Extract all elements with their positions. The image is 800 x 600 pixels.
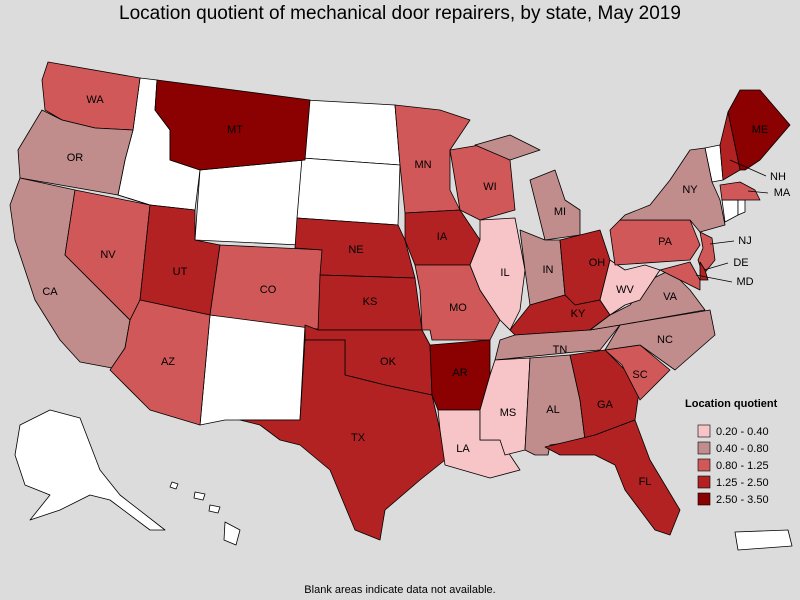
state-hi [193, 491, 206, 501]
state [239, 339, 446, 541]
state [394, 104, 471, 214]
legend-swatch [697, 441, 711, 455]
state-label: IL [500, 267, 509, 279]
state-label: TX [351, 432, 366, 444]
state-label: WV [616, 284, 634, 296]
state-label: MT [227, 124, 243, 136]
state-label: KY [571, 308, 586, 320]
state [494, 324, 621, 361]
state-label: IN [543, 264, 554, 276]
state-labels: WA OR CA NV MT UT AZ CO NE KS OK TX MN IA MO AR LA WI IL MI… [42, 94, 791, 488]
state-label: NC [657, 334, 673, 346]
leader-lines [695, 159, 769, 283]
legend-label: 0.80 - 1.25 [716, 460, 769, 472]
leader-line [729, 159, 767, 177]
state-nd [301, 99, 401, 166]
legend: 0.20 - 0.40 0.40 - 0.80 0.80 - 1.25 1.25 - … [697, 424, 769, 506]
leader-line [747, 190, 769, 194]
state [109, 299, 211, 426]
state-label: MD [736, 276, 753, 288]
state-label: NH [770, 171, 786, 183]
state-label: UT [173, 266, 188, 278]
state-label: SC [632, 369, 647, 381]
state [619, 147, 726, 233]
state-label: AR [452, 367, 467, 379]
state-label: OK [380, 356, 397, 368]
legend-title: Location quotient [685, 398, 778, 410]
state-label: MN [414, 159, 431, 171]
state-label: AZ [161, 356, 175, 368]
state-label: DE [733, 257, 748, 269]
state [469, 217, 526, 331]
state-label: MS [500, 407, 517, 419]
state-label: VA [663, 291, 678, 303]
state-label: NV [100, 249, 116, 261]
colored-states [9, 61, 791, 541]
note: Blank areas indicate data not available. [304, 584, 495, 596]
state-label: FL [639, 476, 652, 488]
state-label: NE [348, 244, 363, 256]
state-nm [199, 314, 306, 426]
state [604, 309, 716, 371]
state-ak [14, 409, 166, 531]
map-title: Location quotient of mechanical door rep… [119, 3, 681, 24]
state [479, 357, 531, 456]
legend-swatch [697, 458, 711, 472]
leader-line [695, 274, 733, 283]
state-hi [169, 481, 179, 490]
state [727, 89, 791, 171]
state [154, 79, 311, 171]
state-label: LA [456, 443, 470, 455]
legend-label: 0.20 - 0.40 [716, 426, 769, 438]
state-wy [194, 159, 306, 246]
legend-swatch [697, 424, 711, 438]
legend-label: 2.50 - 3.50 [716, 494, 769, 506]
state-label: MO [449, 302, 467, 314]
state-label: MI [554, 206, 566, 218]
state-label: OR [67, 152, 84, 164]
state-label: TN [553, 344, 568, 356]
state-label: NY [682, 184, 698, 196]
blank-states [14, 77, 793, 551]
state-sd [296, 157, 401, 226]
state [17, 109, 134, 196]
state [544, 419, 681, 536]
state-label: NJ [738, 235, 751, 247]
state [609, 219, 701, 266]
state-label: CA [42, 286, 58, 298]
state [529, 169, 581, 241]
state-label: PA [658, 236, 673, 248]
state-label: CO [260, 284, 277, 296]
state-ri [737, 199, 746, 216]
state [719, 111, 741, 181]
leader-line [709, 240, 735, 245]
leader-line [703, 262, 729, 271]
state-label: KS [363, 296, 378, 308]
state [659, 261, 701, 291]
state-label: AL [546, 404, 559, 416]
state-label: OH [589, 257, 606, 269]
state [719, 181, 761, 201]
state-hi [223, 521, 241, 546]
state-pr [734, 529, 793, 551]
state-hi [208, 504, 221, 514]
state-label: GA [597, 399, 614, 411]
state-label: WA [86, 94, 104, 106]
state [474, 134, 541, 161]
legend-swatch [697, 475, 711, 489]
state-label: WI [483, 181, 496, 193]
state-label: IA [437, 231, 448, 243]
legend-swatch [697, 492, 711, 506]
state-label: ME [752, 124, 769, 136]
legend-label: 0.40 - 0.80 [716, 443, 769, 455]
legend-label: 1.25 - 2.50 [716, 477, 769, 489]
state-label: MA [774, 187, 791, 199]
state [699, 261, 709, 281]
